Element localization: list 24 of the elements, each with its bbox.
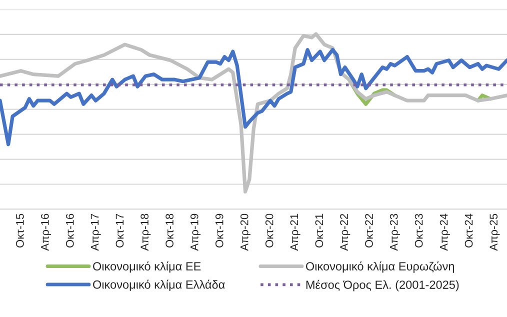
x-tick-label: Οκτ-22 — [365, 214, 373, 248]
x-tick-label: Απρ-17 — [90, 214, 101, 251]
x-tick-label: Οκτ-23 — [414, 214, 423, 248]
legend-label: Μέσος Όρος Ελ. (2001-2025) — [306, 280, 459, 292]
legend-label: Οικονομικό κλίμα ΕΕ — [93, 261, 201, 273]
x-tick-label: Οκτ-15 — [16, 214, 24, 248]
x-tick-label: Απρ-18 — [140, 214, 151, 251]
x-tick-label: Απρ-24 — [440, 214, 450, 251]
x-tick-label: Απρ-19 — [190, 214, 201, 251]
legend-label: Οικονομικό κλίμα Ελλάδα — [93, 280, 225, 291]
legend-label: Οικονομικό κλίμα Ευρωζώνη — [306, 261, 454, 273]
x-tick-label: Απρ-25 — [490, 214, 500, 251]
x-tick-label: Οκτ-19 — [215, 214, 224, 248]
x-tick-label: Απρ-22 — [340, 214, 350, 251]
x-tick-label: Οκτ-24 — [464, 214, 473, 248]
x-tick-label: Απρ-21 — [290, 214, 300, 251]
x-tick-label: Οκτ-21 — [315, 214, 324, 248]
x-tick-label: Απρ-16 — [40, 214, 52, 251]
x-tick-label: Απρ-23 — [390, 214, 400, 251]
x-tick-label: Οκτ-20 — [265, 214, 274, 248]
x-tick-label: Οκτ-16 — [66, 214, 74, 248]
x-tick-label: Απρ-20 — [240, 214, 250, 251]
x-tick-label: Οκτ-17 — [116, 214, 124, 248]
x-tick-label: Οκτ-18 — [166, 214, 174, 248]
